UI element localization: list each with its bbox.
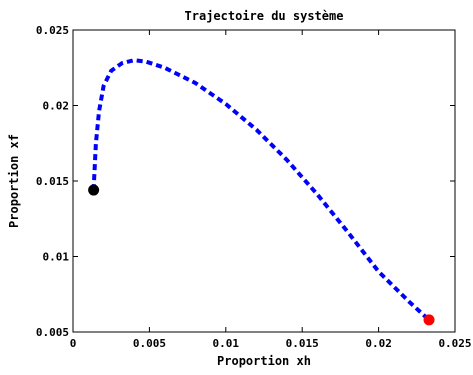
y-tick-label: 0.02	[43, 100, 70, 113]
x-tick-label: 0.01	[213, 337, 240, 350]
y-axis-label: Proportion xf	[7, 134, 21, 228]
x-tick-label: 0.02	[365, 337, 392, 350]
y-tick-label: 0.015	[36, 175, 69, 188]
x-tick-label: 0.005	[133, 337, 166, 350]
axis-ticks: 0 0.005 0.01 0.015 0.02 0.0250.0050.010.0150.…	[36, 24, 472, 350]
end-marker	[423, 314, 435, 326]
trajectory-line	[91, 58, 431, 322]
y-tick-label: 0.025	[36, 24, 69, 37]
x-tick-label: 0.015	[286, 337, 319, 350]
x-tick-label: 0.025	[438, 337, 471, 350]
y-tick-label: 0.005	[36, 326, 69, 339]
y-tick-label: 0.01	[43, 251, 70, 264]
markers-layer	[88, 184, 435, 326]
x-axis-label: Proportion xh	[217, 354, 311, 368]
x-tick-label: 0	[70, 337, 77, 350]
start-marker	[88, 184, 100, 196]
chart-title: Trajectoire du système	[185, 9, 344, 23]
series-layer	[91, 58, 431, 322]
plot-frame	[72, 29, 456, 333]
